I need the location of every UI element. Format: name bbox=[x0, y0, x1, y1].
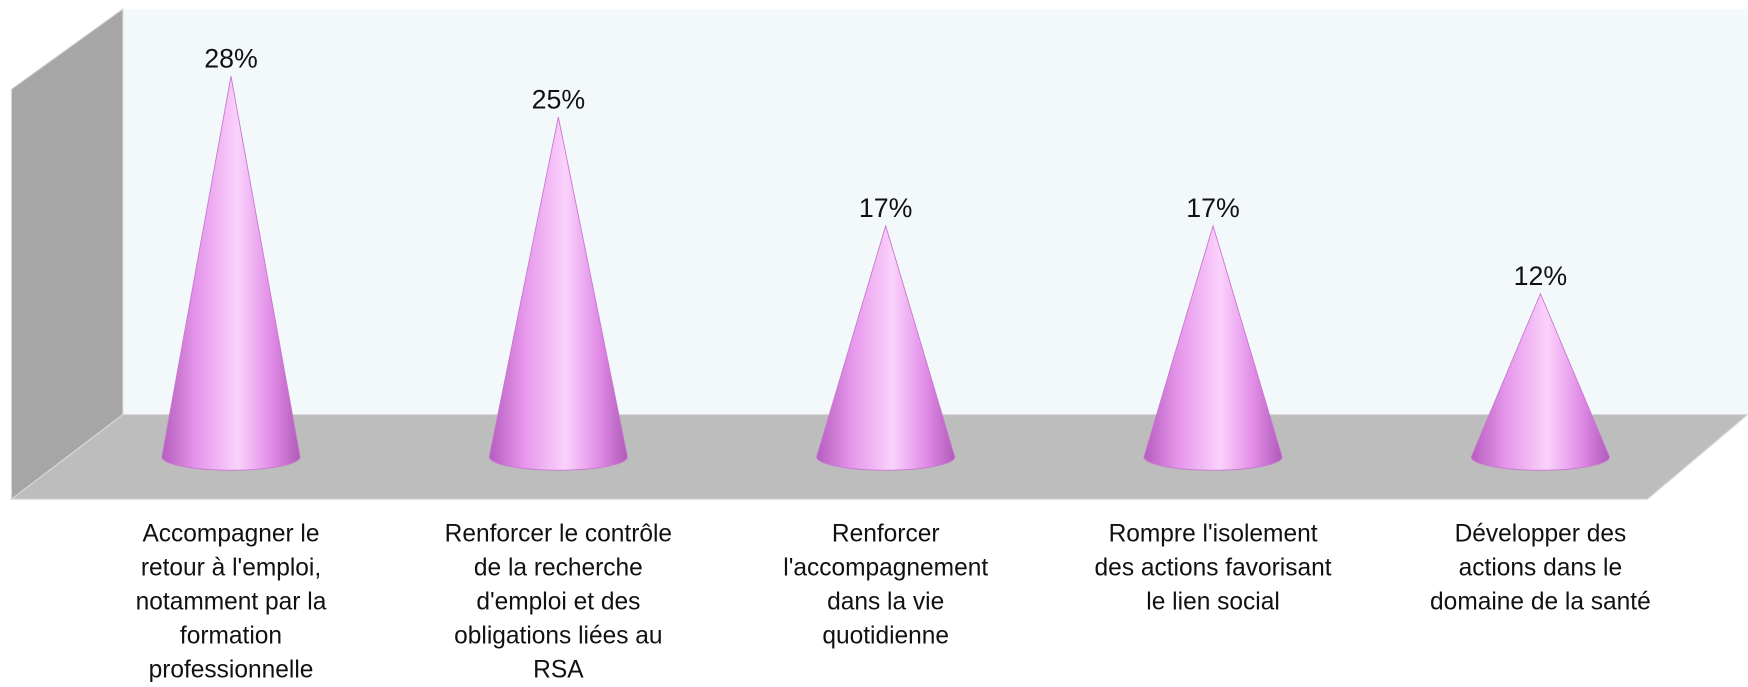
category-label: formation bbox=[180, 622, 282, 649]
category-label: des actions favorisant bbox=[1095, 554, 1332, 581]
value-label: 28% bbox=[204, 44, 258, 74]
category-label: actions dans le bbox=[1459, 554, 1622, 581]
category-label: obligations liées au bbox=[454, 622, 662, 649]
cone bbox=[1470, 292, 1610, 471]
category-label: RSA bbox=[533, 656, 584, 682]
category-label: Développer des bbox=[1455, 520, 1627, 547]
category-label: Renforcer bbox=[832, 520, 940, 547]
category-label: Rompre l'isolement bbox=[1109, 520, 1318, 547]
category-label: professionnelle bbox=[149, 656, 314, 682]
value-label: 17% bbox=[859, 193, 913, 223]
category-label: de la recherche bbox=[474, 554, 643, 581]
value-label: 25% bbox=[532, 84, 586, 114]
category-label: Renforcer le contrôle bbox=[445, 520, 672, 547]
cones bbox=[161, 76, 1610, 471]
category-label: Accompagner le bbox=[142, 520, 319, 547]
category-label: l'accompagnement bbox=[783, 554, 988, 581]
category-label: quotidienne bbox=[822, 622, 949, 649]
back-wall bbox=[122, 8, 1748, 415]
cone bbox=[488, 116, 628, 471]
category-label: domaine de la santé bbox=[1430, 588, 1651, 615]
category-label: retour à l'emploi, bbox=[141, 554, 321, 581]
cone bbox=[1143, 224, 1283, 471]
side-wall bbox=[10, 7, 124, 501]
value-label: 17% bbox=[1186, 193, 1240, 223]
cone bbox=[161, 76, 301, 471]
cone bbox=[816, 224, 956, 471]
category-label: notamment par la bbox=[136, 588, 327, 615]
category-label: dans la vie bbox=[827, 588, 944, 615]
category-label: le lien social bbox=[1146, 588, 1279, 615]
category-label: d'emploi et des bbox=[476, 588, 640, 615]
value-label: 12% bbox=[1514, 261, 1568, 291]
